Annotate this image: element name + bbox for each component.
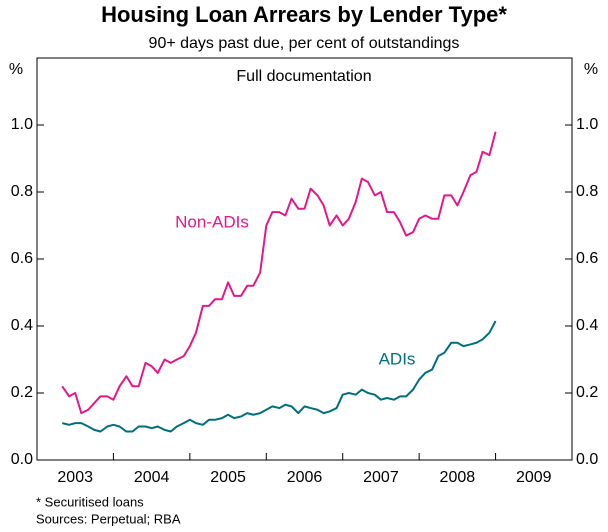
y-tick-label: 0.6 <box>11 250 33 267</box>
x-tick-label: 2007 <box>363 469 399 486</box>
x-tick-label: 2008 <box>440 469 476 486</box>
y-tick-label-right: 0.6 <box>576 250 598 267</box>
x-tick-label: 2009 <box>516 469 552 486</box>
y-tick-label: 0.4 <box>11 317 33 334</box>
footnote: * Securitised loans <box>36 494 144 509</box>
y-tick-label: 0.2 <box>11 384 33 401</box>
y-tick-label-right: 0.0 <box>576 451 598 468</box>
panel-title: Full documentation <box>236 68 371 85</box>
series-line <box>61 320 497 433</box>
x-tick-label: 2006 <box>287 469 323 486</box>
x-tick-label: 2003 <box>57 469 93 486</box>
y-tick-label-right: 0.2 <box>576 384 598 401</box>
y-tick-label: 0.0 <box>11 451 33 468</box>
series-line <box>61 131 497 415</box>
x-tick-label: 2005 <box>210 469 246 486</box>
chart-title: Housing Loan Arrears by Lender Type* <box>101 2 507 27</box>
chart-subtitle: 90+ days past due, per cent of outstandi… <box>149 35 460 52</box>
y-tick-label-right: 0.8 <box>576 183 598 200</box>
x-tick-label: 2004 <box>134 469 170 486</box>
series-label: Non-ADIs <box>175 212 249 231</box>
source: Sources: Perpetual; RBA <box>36 511 181 526</box>
y-tick-label-right: 1.0 <box>576 116 598 133</box>
y-tick-label: 0.8 <box>11 183 33 200</box>
plot-frame <box>36 57 573 461</box>
y-tick-label: 1.0 <box>11 116 33 133</box>
y-unit-right: % <box>584 61 598 78</box>
y-tick-label-right: 0.4 <box>576 317 598 334</box>
series-label: ADIs <box>379 349 416 368</box>
y-unit-left: % <box>9 61 23 78</box>
